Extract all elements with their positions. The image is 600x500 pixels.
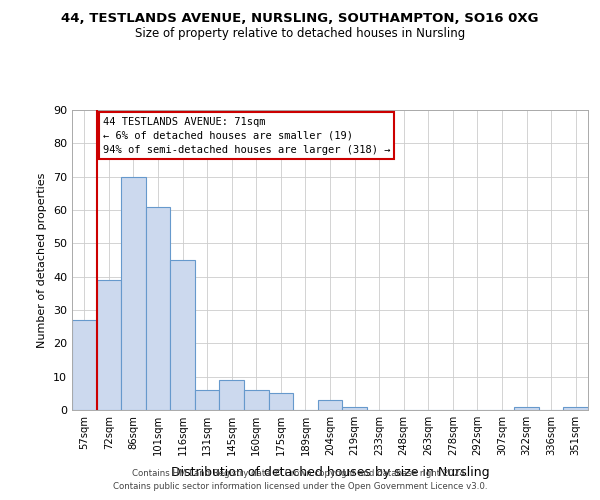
Bar	[146, 206, 170, 410]
Text: Contains HM Land Registry data © Crown copyright and database right 2024.: Contains HM Land Registry data © Crown c…	[132, 468, 468, 477]
Bar	[318, 400, 342, 410]
Bar	[220, 380, 244, 410]
Bar	[121, 176, 146, 410]
Bar	[563, 406, 588, 410]
Bar	[342, 406, 367, 410]
Bar	[269, 394, 293, 410]
Text: Contains public sector information licensed under the Open Government Licence v3: Contains public sector information licen…	[113, 482, 487, 491]
Y-axis label: Number of detached properties: Number of detached properties	[37, 172, 47, 348]
Bar	[244, 390, 269, 410]
X-axis label: Distribution of detached houses by size in Nursling: Distribution of detached houses by size …	[170, 466, 490, 479]
Bar	[195, 390, 220, 410]
Bar	[72, 320, 97, 410]
Text: 44 TESTLANDS AVENUE: 71sqm
← 6% of detached houses are smaller (19)
94% of semi-: 44 TESTLANDS AVENUE: 71sqm ← 6% of detac…	[103, 116, 390, 154]
Bar	[170, 260, 195, 410]
Bar	[97, 280, 121, 410]
Text: 44, TESTLANDS AVENUE, NURSLING, SOUTHAMPTON, SO16 0XG: 44, TESTLANDS AVENUE, NURSLING, SOUTHAMP…	[61, 12, 539, 26]
Bar	[514, 406, 539, 410]
Text: Size of property relative to detached houses in Nursling: Size of property relative to detached ho…	[135, 28, 465, 40]
